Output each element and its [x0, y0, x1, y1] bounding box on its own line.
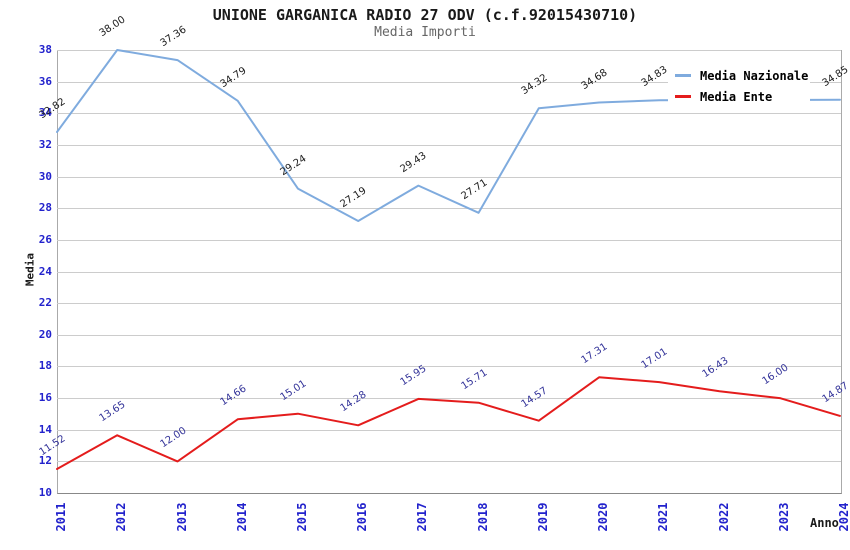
y-tick-label: 10	[38, 486, 52, 499]
legend-item-media-nazionale: Media Nazionale	[668, 65, 810, 86]
legend-swatch-red	[675, 95, 691, 98]
y-tick-label: 16	[38, 391, 52, 405]
gridline	[57, 239, 841, 241]
chart-title: UNIONE GARGANICA RADIO 27 ODV (c.f.92015…	[212, 6, 638, 24]
y-tick-label: 12	[38, 454, 52, 468]
gridline	[57, 208, 841, 210]
gridline	[57, 461, 841, 463]
y-tick-label: 32	[38, 137, 52, 151]
x-axis-title: Anno	[810, 516, 839, 530]
gridline	[57, 176, 841, 178]
gridline	[57, 334, 841, 336]
chart-subtitle: Media Importi	[374, 25, 476, 40]
y-tick-label: 36	[38, 74, 52, 88]
gridline	[57, 81, 841, 83]
legend-item-media-ente: Media Ente	[668, 86, 810, 107]
y-tick-label: 18	[38, 359, 52, 373]
y-tick-label: 22	[38, 296, 52, 310]
y-tick-label: 34	[38, 106, 52, 120]
y-tick-label: 38	[38, 43, 52, 56]
y-tick-label: 14	[38, 422, 52, 436]
legend-label: Media Nazionale	[700, 68, 809, 83]
y-tick-label: 24	[38, 264, 52, 278]
gridline	[57, 366, 841, 368]
gridline	[57, 429, 841, 431]
gridline	[57, 113, 841, 115]
gridline	[57, 144, 841, 146]
gridline	[57, 271, 841, 273]
gridline	[57, 303, 841, 305]
legend: Media Nazionale Media Ente	[668, 58, 810, 112]
y-tick-label: 20	[38, 327, 52, 341]
legend-swatch-blue	[675, 74, 691, 77]
legend-label: Media Ente	[700, 89, 773, 104]
y-tick-label: 28	[38, 201, 52, 215]
gridline	[57, 398, 841, 400]
y-tick-label: 30	[38, 169, 52, 183]
line-media-ente	[56, 376, 841, 470]
gridline	[57, 50, 841, 51]
y-tick-label: 26	[38, 232, 52, 246]
